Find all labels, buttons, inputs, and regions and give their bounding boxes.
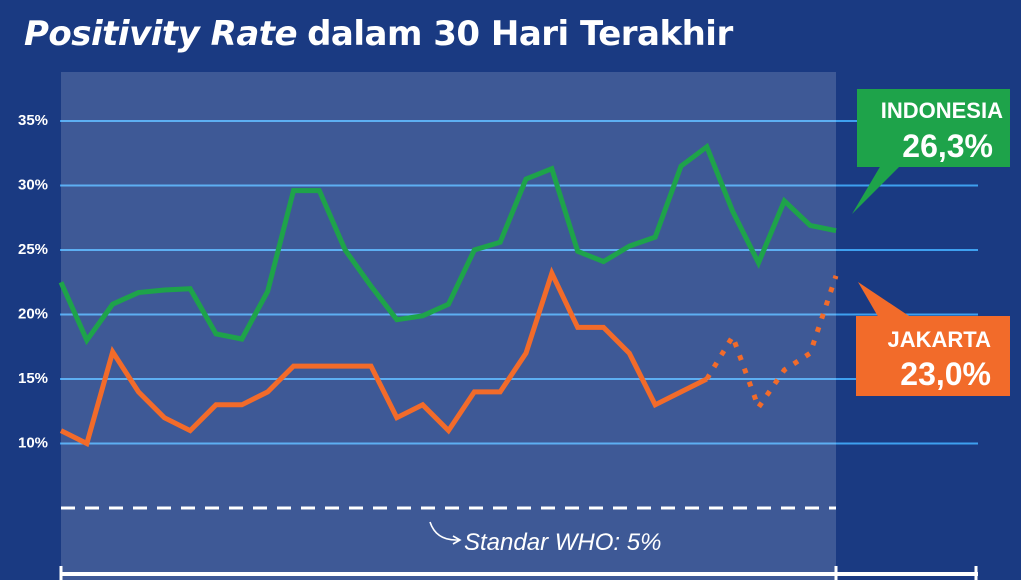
who-label-arrowhead <box>452 535 462 545</box>
chart-title: Positivity Rate dalam 30 Hari Terakhir <box>24 14 733 54</box>
jakarta-callout-pointer <box>858 282 915 320</box>
indonesia-callout-name: INDONESIA <box>881 98 1003 123</box>
title-italic: Positivity Rate <box>24 14 298 54</box>
y-tick-label: 25% <box>18 241 48 258</box>
y-tick-label: 35% <box>18 112 48 129</box>
indonesia-callout-box <box>857 89 1010 167</box>
shaded-area <box>61 72 836 580</box>
y-tick-label: 10% <box>18 435 48 452</box>
y-tick-label: 20% <box>18 306 48 323</box>
indonesia-callout-value: 26,3% <box>902 128 993 164</box>
jakarta-callout-box <box>856 316 1010 396</box>
title-rest: dalam 30 Hari Terakhir <box>307 14 733 54</box>
jakarta-callout-value: 23,0% <box>900 356 991 392</box>
indonesia-callout-pointer <box>852 160 906 214</box>
who-standard-label: Standar WHO: 5% <box>464 529 661 556</box>
who-label-arrow <box>429 521 460 541</box>
indonesia-line <box>58 142 837 346</box>
y-tick-label: 15% <box>18 370 48 387</box>
jakarta-line <box>59 266 708 448</box>
y-tick-label: 30% <box>18 177 48 194</box>
jakarta-callout-name: JAKARTA <box>888 327 992 352</box>
